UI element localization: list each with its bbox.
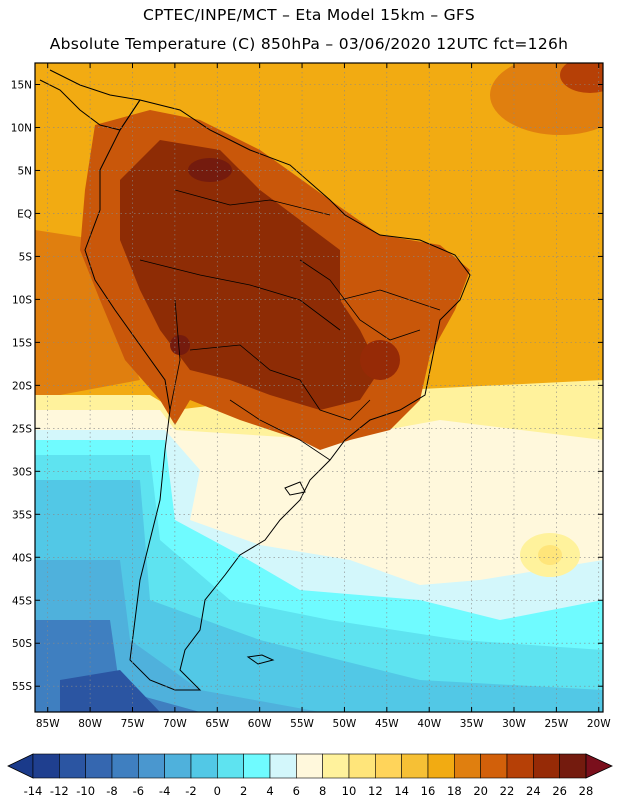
lon-label: 60W	[248, 718, 272, 730]
hottest-spot-venezuela	[188, 158, 232, 182]
colorbar-high-arrow	[585, 753, 613, 779]
uruguay-lake-outline	[284, 481, 306, 496]
latitude-labels: 15N 10N 5N EQ 5S 10S 15S 20S 25S 30S 35S 40S 45S 50S 5…	[11, 79, 33, 693]
colorbar-label: 12	[368, 784, 383, 798]
map-frame	[34, 62, 604, 713]
colorbar-label: 28	[579, 784, 594, 798]
lat-label: 10N	[11, 122, 32, 134]
colorbar-label: 10	[342, 784, 357, 798]
colorbar-label: -2	[185, 784, 196, 798]
colorbar-label: 16	[421, 784, 436, 798]
colorbar-swatch	[375, 753, 402, 779]
colorbar-swatch	[164, 753, 192, 779]
hot-spot-bolivia	[170, 335, 190, 355]
colorbar-swatch	[296, 753, 323, 779]
colorbar-label: 22	[500, 784, 515, 798]
colorbar-swatch	[533, 753, 560, 779]
colorbar-label: -12	[50, 784, 69, 798]
lon-label: 75W	[121, 718, 145, 730]
colorbar-label: 24	[526, 784, 541, 798]
colorbar-label: 0	[214, 784, 221, 798]
colorbar-swatch	[480, 753, 508, 779]
colorbar-label: -4	[159, 784, 170, 798]
lon-label: 50W	[333, 718, 357, 730]
pacific-warm-tongue	[35, 230, 140, 395]
colorbar-label: 2	[240, 784, 247, 798]
axis-ticks	[35, 63, 603, 712]
lat-lon-grid	[35, 63, 603, 712]
band-minus12c	[60, 670, 160, 712]
lat-label: 15N	[11, 79, 32, 91]
chart-title-line-1: CPTEC/INPE/MCT – Eta Model 15km – GFS	[142, 6, 476, 24]
lat-label: 50S	[12, 638, 32, 650]
colorbar-swatch	[138, 753, 165, 779]
colorbar-swatch	[401, 753, 429, 779]
lon-label: 45W	[375, 718, 399, 730]
lon-label: 20W	[587, 718, 611, 730]
colorbar-swatch	[559, 753, 587, 779]
country-borders	[139, 189, 441, 461]
colorbar-label: 20	[473, 784, 488, 798]
lat-label: 30S	[12, 466, 32, 478]
falkland-islands	[246, 654, 275, 665]
colorbar-swatch	[32, 753, 60, 779]
lat-label: 25S	[12, 423, 32, 435]
colorbar-swatch	[111, 753, 139, 779]
lat-label: 5S	[19, 251, 33, 263]
chart-title-line-2: Absolute Temperature (C) 850hPa – 03/06/…	[49, 35, 569, 53]
lon-label: 85W	[36, 718, 60, 730]
colorbar-label: 6	[293, 784, 300, 798]
temperature-field	[35, 63, 603, 712]
south-america-coastline	[84, 99, 471, 691]
colorbar-swatch	[243, 753, 271, 779]
lon-label: 70W	[163, 718, 187, 730]
colorbar-swatch	[217, 753, 244, 779]
colorbar-label: 26	[552, 784, 567, 798]
lon-label: 80W	[78, 718, 102, 730]
lon-label: 55W	[290, 718, 314, 730]
colorbar-swatch	[269, 753, 297, 779]
lat-label: 35S	[12, 509, 32, 521]
lon-label: 65W	[205, 718, 229, 730]
band-minus2c	[35, 480, 603, 712]
longitude-labels: 85W 80W 75W 70W 65W 60W 55W 50W 45W 40W 35W 30W 25W 2…	[36, 718, 611, 730]
colorbar-swatch	[322, 753, 350, 779]
lat-label: 5N	[17, 165, 32, 177]
lon-label: 30W	[502, 718, 526, 730]
colorbar-label: 18	[447, 784, 462, 798]
lon-label: 40W	[417, 718, 441, 730]
colorbar-label: -6	[133, 784, 144, 798]
color-scale-labels: -14 -12 -10 -8 -6 -4 -2 0 2 4 6 8 10 12 14 16 18 20 22 24 26…	[24, 784, 594, 798]
colorbar-label: 14	[394, 784, 409, 798]
colorbar-label: 8	[319, 784, 326, 798]
colorbar-label: -10	[76, 784, 95, 798]
central-america-coastline	[39, 69, 141, 131]
lat-label: 20S	[12, 380, 32, 392]
colorbar-swatch	[190, 753, 218, 779]
lon-label: 25W	[544, 718, 568, 730]
hot-spot-brazil-east	[360, 340, 400, 380]
colorbar-swatch	[506, 753, 534, 779]
lat-label: EQ	[17, 208, 32, 220]
lat-label: 40S	[12, 552, 32, 564]
lat-label: 10S	[12, 294, 32, 306]
colorbar-swatch	[348, 753, 376, 779]
lat-label: 45S	[12, 595, 32, 607]
color-scale-bar	[7, 753, 613, 779]
warm-spot-core	[538, 545, 562, 565]
colorbar-swatch	[454, 753, 481, 779]
colorbar-swatch	[59, 753, 86, 779]
lat-label: 55S	[12, 681, 32, 693]
lat-label: 15S	[12, 337, 32, 349]
colorbar-label: -8	[106, 784, 117, 798]
lon-label: 35W	[460, 718, 484, 730]
colorbar-swatch	[427, 753, 455, 779]
colorbar-low-arrow	[7, 753, 34, 779]
hot-patch-northeast	[560, 63, 603, 93]
colorbar-label: -14	[24, 784, 43, 798]
colorbar-label: 4	[266, 784, 273, 798]
colorbar-swatch	[85, 753, 113, 779]
